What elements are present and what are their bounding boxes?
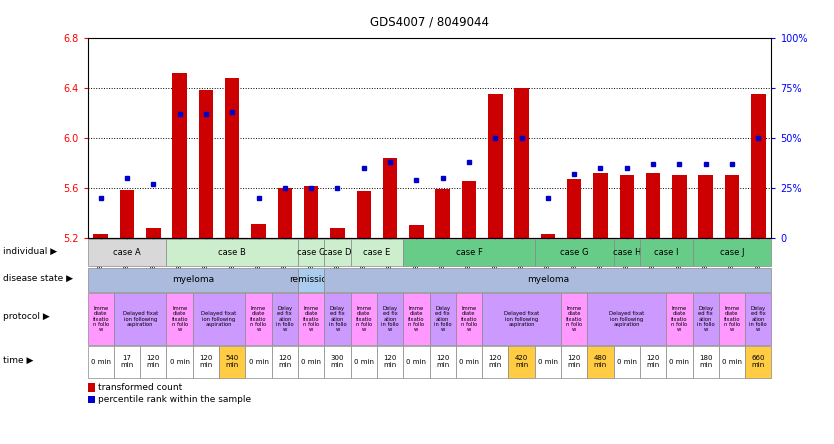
Text: case E: case E xyxy=(364,248,390,257)
Bar xyxy=(540,234,555,238)
Text: 0 min: 0 min xyxy=(617,359,637,365)
Text: case I: case I xyxy=(654,248,679,257)
Text: GDS4007 / 8049044: GDS4007 / 8049044 xyxy=(370,16,489,29)
Text: Imme
diate
fixatio
n follo
w: Imme diate fixatio n follo w xyxy=(671,306,688,332)
Text: Imme
diate
fixatio
n follo
w: Imme diate fixatio n follo w xyxy=(93,306,109,332)
Text: disease state ▶: disease state ▶ xyxy=(3,274,73,283)
Bar xyxy=(330,227,344,238)
Text: Imme
diate
fixatio
n follo
w: Imme diate fixatio n follo w xyxy=(724,306,741,332)
Bar xyxy=(146,227,161,238)
Text: Imme
diate
fixatio
n follo
w: Imme diate fixatio n follo w xyxy=(250,306,267,332)
Text: Delay
ed fix
ation
in follo
w: Delay ed fix ation in follo w xyxy=(276,306,294,332)
Bar xyxy=(173,73,187,238)
Bar xyxy=(462,181,476,238)
Text: transformed count: transformed count xyxy=(98,383,183,392)
Text: myeloma: myeloma xyxy=(527,275,569,285)
Text: 120
min: 120 min xyxy=(384,355,397,369)
Text: Delayed fixat
ion following
aspiration: Delayed fixat ion following aspiration xyxy=(202,311,237,327)
Bar xyxy=(409,225,424,238)
Text: 120
min: 120 min xyxy=(147,355,160,369)
Text: Delayed fixat
ion following
aspiration: Delayed fixat ion following aspiration xyxy=(609,311,645,327)
Text: case H: case H xyxy=(613,248,641,257)
Text: 660
min: 660 min xyxy=(751,355,765,369)
Text: 120
min: 120 min xyxy=(567,355,580,369)
Text: Imme
diate
fixatio
n follo
w: Imme diate fixatio n follo w xyxy=(408,306,425,332)
Text: remission: remission xyxy=(289,275,333,285)
Bar xyxy=(88,383,95,392)
Bar xyxy=(646,173,661,238)
Bar xyxy=(725,175,739,238)
Text: Imme
diate
fixatio
n follo
w: Imme diate fixatio n follo w xyxy=(303,306,319,332)
Text: Delay
ed fix
ation
in follo
w: Delay ed fix ation in follo w xyxy=(697,306,715,332)
Text: 0 min: 0 min xyxy=(722,359,742,365)
Text: case J: case J xyxy=(720,248,744,257)
Bar xyxy=(435,189,450,238)
Text: Imme
diate
fixatio
n follo
w: Imme diate fixatio n follo w xyxy=(171,306,188,332)
Text: individual ▶: individual ▶ xyxy=(3,247,57,256)
Text: case B: case B xyxy=(219,248,246,257)
Bar xyxy=(620,175,634,238)
Text: 0 min: 0 min xyxy=(670,359,690,365)
Text: time ▶: time ▶ xyxy=(3,356,33,365)
Text: case A: case A xyxy=(113,248,141,257)
Bar xyxy=(251,224,266,238)
Text: Imme
diate
fixatio
n follo
w: Imme diate fixatio n follo w xyxy=(460,306,477,332)
Bar xyxy=(225,78,239,238)
Text: Delay
ed fix
ation
in follo
w: Delay ed fix ation in follo w xyxy=(381,306,399,332)
Text: Delayed fixat
ion following
aspiration: Delayed fixat ion following aspiration xyxy=(504,311,540,327)
Text: 0 min: 0 min xyxy=(301,359,321,365)
Text: 17
min: 17 min xyxy=(120,355,133,369)
Text: 120
min: 120 min xyxy=(489,355,502,369)
Text: 420
min: 420 min xyxy=(515,355,528,369)
Text: 300
min: 300 min xyxy=(331,355,344,369)
Text: 0 min: 0 min xyxy=(538,359,558,365)
Bar xyxy=(383,158,397,238)
Text: Imme
diate
fixatio
n follo
w: Imme diate fixatio n follo w xyxy=(566,306,582,332)
Text: 0 min: 0 min xyxy=(406,359,426,365)
Text: case F: case F xyxy=(455,248,482,257)
Text: case G: case G xyxy=(560,248,589,257)
Bar xyxy=(751,94,766,238)
Bar xyxy=(488,94,503,238)
Bar xyxy=(567,179,581,238)
Bar xyxy=(672,175,686,238)
Text: 120
min: 120 min xyxy=(199,355,213,369)
Text: 480
min: 480 min xyxy=(594,355,607,369)
Text: 0 min: 0 min xyxy=(91,359,111,365)
Text: case C: case C xyxy=(297,248,325,257)
Bar xyxy=(93,234,108,238)
Bar xyxy=(515,88,529,238)
Bar xyxy=(356,191,371,238)
Text: 180
min: 180 min xyxy=(699,355,712,369)
Text: percentile rank within the sample: percentile rank within the sample xyxy=(98,395,251,404)
Text: 0 min: 0 min xyxy=(354,359,374,365)
Bar xyxy=(698,175,713,238)
Text: 120
min: 120 min xyxy=(436,355,450,369)
Text: 0 min: 0 min xyxy=(249,359,269,365)
Text: Delay
ed fix
ation
in follo
w: Delay ed fix ation in follo w xyxy=(434,306,451,332)
Bar xyxy=(278,188,292,238)
Bar xyxy=(593,173,608,238)
Text: myeloma: myeloma xyxy=(172,275,214,285)
Bar xyxy=(88,396,95,403)
Text: 0 min: 0 min xyxy=(459,359,479,365)
Text: 540
min: 540 min xyxy=(226,355,239,369)
Text: 120
min: 120 min xyxy=(646,355,660,369)
Text: Delayed fixat
ion following
aspiration: Delayed fixat ion following aspiration xyxy=(123,311,158,327)
Bar xyxy=(120,190,134,238)
Text: Imme
diate
fixatio
n follo
w: Imme diate fixatio n follo w xyxy=(355,306,372,332)
Text: 0 min: 0 min xyxy=(169,359,189,365)
Bar xyxy=(198,90,214,238)
Text: Delay
ed fix
ation
in follo
w: Delay ed fix ation in follo w xyxy=(750,306,767,332)
Text: protocol ▶: protocol ▶ xyxy=(3,312,49,321)
Text: Delay
ed fix
ation
in follo
w: Delay ed fix ation in follo w xyxy=(329,306,346,332)
Text: case D: case D xyxy=(324,248,352,257)
Bar xyxy=(304,186,319,238)
Text: 120
min: 120 min xyxy=(279,355,292,369)
